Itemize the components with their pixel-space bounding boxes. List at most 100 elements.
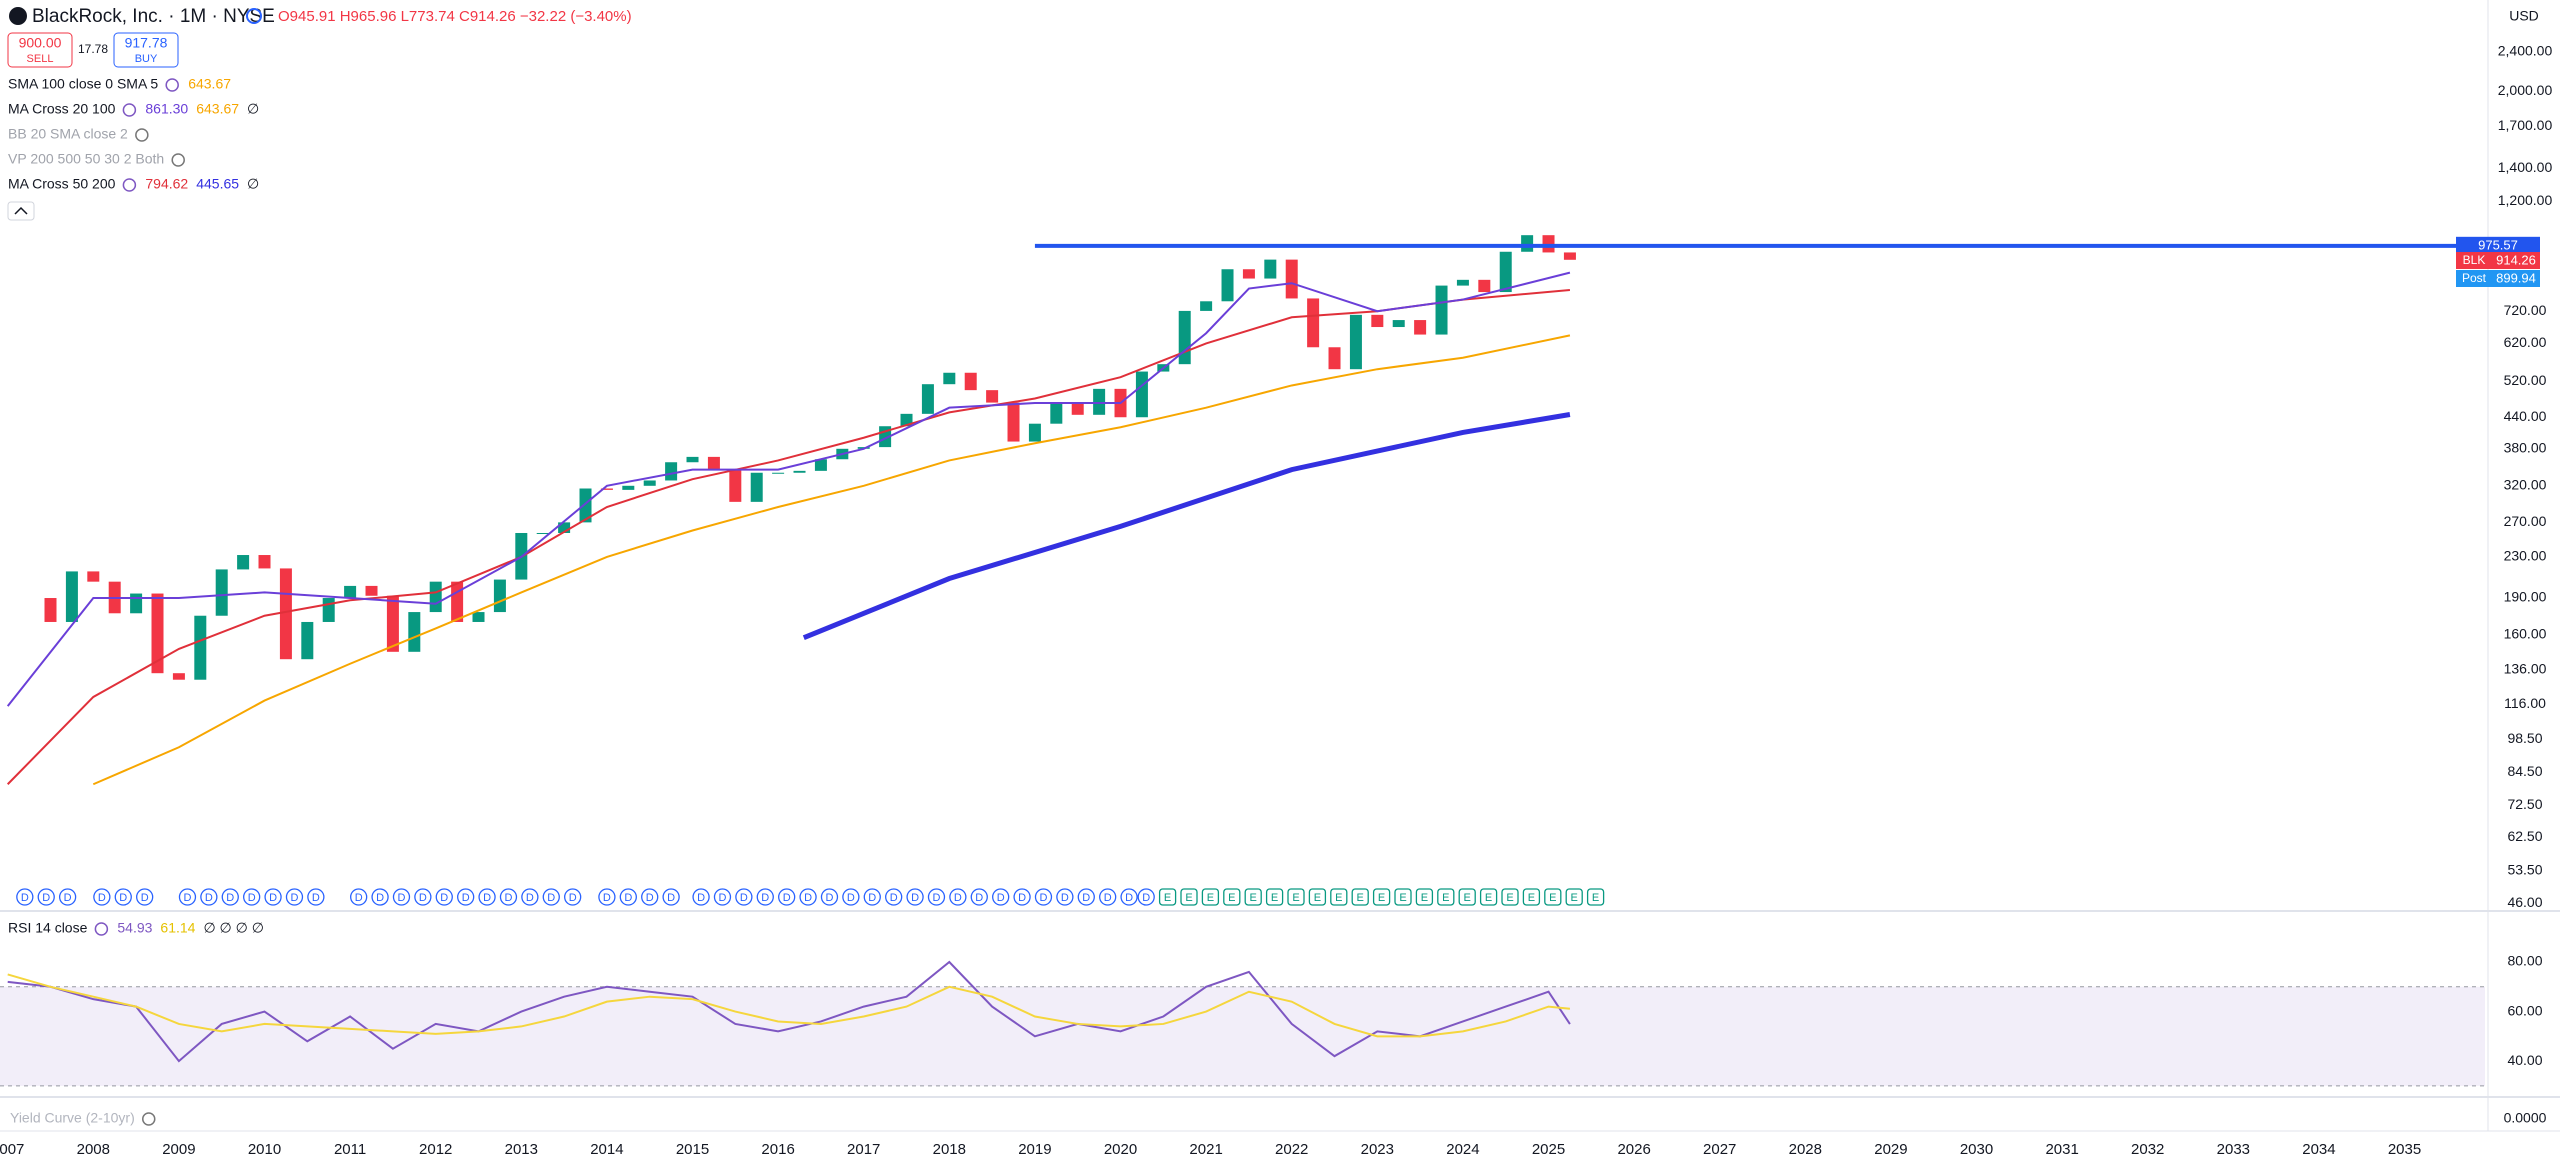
last-price: 914.26 bbox=[2496, 252, 2536, 267]
event-marker: D bbox=[1034, 888, 1053, 906]
event-label: D bbox=[290, 892, 298, 904]
dividend-icon bbox=[414, 888, 432, 906]
dividend-icon bbox=[178, 888, 197, 906]
event-label: E bbox=[1464, 892, 1471, 904]
dividend-icon bbox=[93, 888, 111, 906]
event-marker: E bbox=[1437, 888, 1455, 906]
event-marker: E bbox=[1351, 888, 1369, 906]
dividend-icon bbox=[992, 888, 1010, 906]
dividend-icon bbox=[285, 888, 304, 906]
candle bbox=[1349, 314, 1362, 370]
candle bbox=[493, 579, 506, 613]
time-tick-label: 2029 bbox=[1874, 1141, 1907, 1158]
event-label: D bbox=[646, 892, 654, 904]
candle bbox=[365, 585, 378, 596]
event-label: D bbox=[483, 892, 491, 904]
event-marker: D bbox=[136, 888, 154, 906]
candle bbox=[429, 581, 442, 613]
buy-price: 917.78 bbox=[125, 35, 168, 51]
dividend-icon bbox=[799, 888, 817, 906]
event-label: E bbox=[1271, 892, 1278, 904]
event-label: D bbox=[624, 892, 632, 904]
candle bbox=[301, 621, 314, 660]
candle bbox=[215, 569, 228, 616]
candle bbox=[643, 480, 656, 486]
indicator-value: ∅ bbox=[247, 101, 259, 117]
event-label: E bbox=[1335, 892, 1342, 904]
event-label: D bbox=[1018, 892, 1026, 904]
price-tick-label: 2,000.00 bbox=[2498, 82, 2553, 98]
event-marker: D bbox=[285, 888, 304, 906]
event-label: D bbox=[419, 892, 427, 904]
event-marker: E bbox=[1223, 888, 1241, 906]
event-label: E bbox=[1528, 892, 1535, 904]
event-marker: D bbox=[619, 888, 637, 906]
rsi-value: 54.93 bbox=[117, 920, 152, 936]
indicator-value: 643.67 bbox=[188, 76, 231, 92]
rsi-line bbox=[7, 960, 1571, 1063]
rsi-tick-label: 60.00 bbox=[2507, 1002, 2542, 1018]
event-marker: E bbox=[1180, 888, 1198, 906]
dividend-icon bbox=[521, 888, 539, 906]
ohlc: O945.91 H965.96 L773.74 C914.26 −32.22 (… bbox=[278, 8, 632, 25]
time-tick-label: 2008 bbox=[77, 1141, 110, 1158]
event-label: E bbox=[1378, 892, 1385, 904]
buy-button[interactable] bbox=[113, 32, 179, 68]
earnings-icon bbox=[1265, 888, 1284, 906]
last-badge bbox=[2456, 252, 2540, 269]
indicator-value: 445.65 bbox=[196, 176, 239, 192]
currency[interactable]: USD bbox=[2509, 8, 2539, 24]
candle bbox=[1071, 403, 1084, 415]
dividend-icon bbox=[863, 888, 881, 906]
event-marker: E bbox=[1394, 888, 1412, 906]
yield-tick-label: 0.0000 bbox=[2504, 1110, 2547, 1126]
price-tick-label: 520.00 bbox=[2504, 372, 2547, 388]
event-marker: D bbox=[692, 888, 710, 906]
event-label: E bbox=[1399, 892, 1406, 904]
price-tick-label: 62.50 bbox=[2507, 828, 2542, 844]
event-label: D bbox=[226, 892, 234, 904]
price-tick-label: 270.00 bbox=[2504, 513, 2547, 529]
event-marker: E bbox=[1330, 888, 1348, 906]
dividend-icon bbox=[221, 888, 239, 906]
moving-average bbox=[6, 271, 1571, 707]
candle bbox=[1285, 259, 1298, 299]
event-label: D bbox=[997, 892, 1005, 904]
time-tick-label: 2023 bbox=[1361, 1141, 1394, 1158]
event-marker: D bbox=[662, 888, 680, 906]
rsi-value: ∅ ∅ ∅ ∅ bbox=[203, 920, 263, 936]
candle bbox=[194, 615, 207, 680]
price-tick-label: 136.00 bbox=[2504, 661, 2547, 677]
indicator-settings bbox=[122, 103, 137, 117]
time-tick-label: 2020 bbox=[1104, 1141, 1137, 1158]
sell-button[interactable] bbox=[7, 32, 73, 68]
earnings-icon bbox=[1244, 888, 1262, 906]
candle bbox=[237, 555, 250, 570]
event-marker: D bbox=[58, 888, 77, 906]
event-label: E bbox=[1292, 892, 1299, 904]
candle bbox=[1178, 310, 1191, 365]
event-marker: D bbox=[499, 888, 518, 906]
time-tick-label: 2014 bbox=[590, 1141, 623, 1158]
rsi-tick-label: 80.00 bbox=[2507, 953, 2542, 969]
dividend-icon bbox=[264, 888, 282, 906]
dividend-icon bbox=[457, 888, 475, 906]
dividend-icon bbox=[58, 888, 77, 906]
candle bbox=[322, 598, 335, 622]
symbol-title[interactable]: BlackRock, Inc. · 1M · NYSE bbox=[32, 6, 275, 27]
time-tick-label: 2019 bbox=[1018, 1141, 1051, 1158]
indicator-name: MA Cross 50 200 bbox=[8, 176, 116, 192]
event-marker: D bbox=[756, 888, 774, 906]
earnings-icon bbox=[1479, 888, 1498, 906]
candle bbox=[258, 555, 271, 569]
event-label: E bbox=[1228, 892, 1235, 904]
earnings-icon bbox=[1522, 888, 1541, 906]
event-marker: D bbox=[799, 888, 817, 906]
dividend-icon bbox=[692, 888, 710, 906]
event-marker: D bbox=[16, 888, 34, 906]
candle bbox=[814, 459, 827, 471]
indicator-value: 794.62 bbox=[145, 176, 188, 192]
collapse-button[interactable] bbox=[7, 201, 35, 221]
event-label: D bbox=[141, 892, 149, 904]
dividend-icon bbox=[885, 888, 903, 906]
